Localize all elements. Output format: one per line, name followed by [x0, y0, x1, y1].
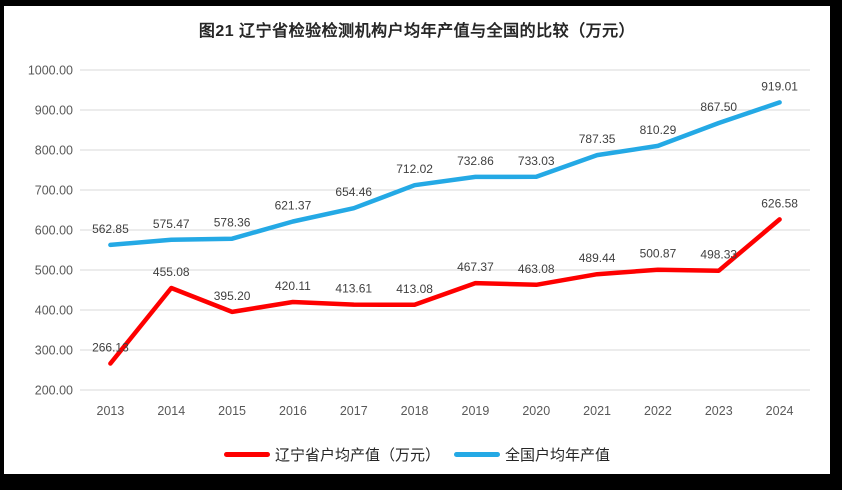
legend: 辽宁省户均产值（万元） 全国户均年产值	[4, 444, 830, 465]
x-tick-label: 2020	[522, 404, 550, 418]
y-tick-label: 800.00	[35, 144, 73, 158]
data-label: 810.29	[640, 123, 677, 137]
data-label: 455.08	[153, 265, 190, 279]
series-line-1	[108, 100, 782, 248]
legend-item-liaoning: 辽宁省户均产值（万元）	[223, 444, 440, 465]
data-label: 787.35	[579, 132, 616, 146]
data-label: 712.02	[396, 162, 433, 176]
data-label: 733.03	[518, 154, 555, 168]
x-tick-label: 2016	[279, 404, 307, 418]
data-label: 578.36	[214, 216, 251, 230]
x-tick-label: 2014	[157, 404, 185, 418]
legend-swatch-national-line	[454, 452, 500, 457]
y-tick-label: 400.00	[35, 304, 73, 318]
legend-item-national: 全国户均年产值	[454, 444, 610, 465]
x-tick-label: 2021	[583, 404, 611, 418]
x-tick-label: 2018	[401, 404, 429, 418]
legend-label-liaoning: 辽宁省户均产值（万元）	[274, 447, 440, 464]
data-label: 654.46	[335, 185, 372, 199]
y-tick-label: 600.00	[35, 224, 73, 238]
x-tick-label: 2013	[97, 404, 125, 418]
chart-canvas: 图21 辽宁省检验检测机构户均年产值与全国的比较（万元） 200.00 300.0…	[4, 6, 830, 474]
data-label: 413.61	[335, 282, 372, 296]
data-label: 732.86	[457, 154, 494, 168]
y-tick-label: 700.00	[35, 184, 73, 198]
data-label: 395.20	[214, 289, 251, 303]
x-tick-label: 2019	[462, 404, 490, 418]
plot-area: 200.00 300.00 400.00 500.00 600.00 700.00 800.…	[28, 64, 810, 418]
data-label: 266.13	[92, 341, 129, 355]
x-tick-label: 2024	[766, 404, 794, 418]
y-tick-label: 500.00	[35, 264, 73, 278]
x-tick-label: 2023	[705, 404, 733, 418]
data-label: 413.08	[396, 282, 433, 296]
data-label: 919.01	[761, 79, 798, 93]
x-tick-label: 2022	[644, 404, 672, 418]
data-label: 621.37	[275, 198, 312, 212]
data-label: 626.58	[761, 196, 798, 210]
series-line-0	[108, 217, 782, 366]
data-label: 500.87	[640, 247, 677, 261]
y-tick-label: 200.00	[35, 384, 73, 398]
x-tick-label: 2015	[218, 404, 246, 418]
data-label: 420.11	[275, 279, 311, 293]
y-tick-label: 1000.00	[28, 64, 73, 78]
data-label: 562.85	[92, 222, 129, 236]
data-label: 463.08	[518, 262, 555, 276]
data-label: 575.47	[153, 217, 190, 231]
data-label: 489.44	[579, 251, 616, 265]
legend-label-national: 全国户均年产值	[505, 447, 611, 464]
y-tick-label: 300.00	[35, 344, 73, 358]
data-label: 467.37	[457, 260, 494, 274]
chart-title: 图21 辽宁省检验检测机构户均年产值与全国的比较（万元）	[198, 23, 636, 40]
x-tick-label: 2017	[340, 404, 368, 418]
legend-swatch-liaoning-line	[223, 452, 270, 457]
y-tick-label: 900.00	[35, 104, 73, 118]
data-label: 498.33	[700, 248, 737, 262]
data-label: 867.50	[700, 100, 737, 114]
